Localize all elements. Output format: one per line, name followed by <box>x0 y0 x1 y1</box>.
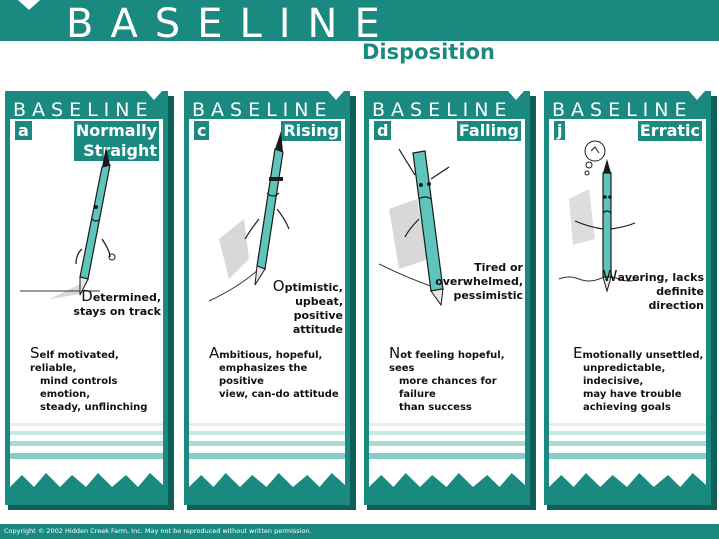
trait-line-1: Tired or <box>474 261 523 274</box>
panel-notch <box>689 91 705 100</box>
pen-figure-erratic <box>558 140 640 293</box>
desc-line-text: ot feeling hopeful, sees <box>389 350 505 374</box>
panel-d-shadow-bottom <box>367 505 536 510</box>
trait-line-2: definite <box>656 285 704 298</box>
desc-line-2: unpredictable, indecisive, <box>583 363 666 387</box>
trait-line-2: stays on track <box>73 305 161 318</box>
desc-line-1: Emotionally unsettled, <box>573 344 706 362</box>
trait-cap: D <box>81 287 93 305</box>
trait-phrase: Tired or overwhelmed, pessimistic <box>435 261 523 303</box>
panel-letter: c <box>194 121 210 140</box>
mountain-decoration <box>549 415 706 501</box>
panel-title-line: Straight <box>83 141 157 160</box>
copyright-footer: Copyright © 2002 Hidden Creek Farm, Inc.… <box>4 527 312 535</box>
trait-line-text: ptimistic, <box>284 281 343 294</box>
desc-line-1: Ambitious, hopeful, <box>209 344 345 362</box>
trait-line-3: positive <box>293 309 343 322</box>
trait-line-4: attitude <box>292 323 343 336</box>
pen-figure-rising <box>208 131 290 302</box>
panel-letter: d <box>374 121 392 140</box>
mountain-decoration <box>10 415 163 501</box>
desc-line-3: than success <box>399 402 472 413</box>
trait-phrase: Determined, stays on track <box>73 289 161 319</box>
desc-cap: S <box>30 344 40 362</box>
desc-line-2: mind controls emotion, <box>40 376 118 400</box>
panel-j-shadow-bottom <box>547 505 717 510</box>
panel-title-line: Falling <box>458 121 519 140</box>
panel-title-line: Rising <box>283 121 339 140</box>
panel-notch <box>508 91 524 100</box>
panel-c-shadow <box>350 96 356 506</box>
trait-line-3: pessimistic <box>453 289 523 302</box>
trait-description: Emotionally unsettled, unpredictable, in… <box>573 344 706 414</box>
trait-description: Self motivated, reliable, mind controls … <box>30 344 163 414</box>
panel-a-shadow <box>168 96 174 506</box>
trait-line-text: etermined, <box>92 291 161 304</box>
panel-title: Erratic <box>637 121 702 141</box>
desc-cap: A <box>209 344 220 362</box>
desc-line-2: emphasizes the positive <box>219 363 308 387</box>
panel-falling: BASELINE d Falling Tired or overwhelmed,… <box>364 91 530 505</box>
panel-notch <box>146 91 162 100</box>
desc-line-text: elf motivated, reliable, <box>30 350 119 374</box>
page-title: BASELINE <box>66 1 397 47</box>
desc-line-4: achieving goals <box>583 402 671 413</box>
trait-description: Not feeling hopeful, sees more chances f… <box>389 344 525 414</box>
trait-cap: O <box>272 277 285 295</box>
panel-body: d Falling Tired or overwhelmed, pessimis… <box>369 119 525 501</box>
desc-line-1: Self motivated, reliable, <box>30 344 163 375</box>
panel-body: j Erratic Wavering, lacks definite direc… <box>549 119 706 501</box>
panel-d-shadow <box>530 96 536 506</box>
panel-body: a Normally Straight Determined, stays on… <box>10 119 163 501</box>
desc-line-text: motionally unsettled, <box>582 350 704 361</box>
panel-j-shadow <box>711 96 717 506</box>
desc-cap: E <box>573 344 583 362</box>
panel-header: BASELINE <box>13 99 154 121</box>
panel-normally-straight: BASELINE a Normally Straight Determined,… <box>5 91 168 505</box>
header-notch <box>18 0 40 10</box>
trait-line-text: avering, lacks <box>617 271 704 284</box>
desc-line-3: steady, unflinching <box>40 402 148 413</box>
desc-line-2: more chances for failure <box>399 376 497 400</box>
panel-title-line: Normally <box>75 121 157 140</box>
trait-phrase: Optimistic, upbeat, positive attitude <box>273 279 343 337</box>
panel-notch <box>328 91 344 100</box>
panel-title: Rising <box>281 121 341 141</box>
panel-header: BASELINE <box>372 99 513 121</box>
desc-cap: N <box>389 344 401 362</box>
page-subtitle: Disposition <box>362 40 495 64</box>
panel-rising: BASELINE c Rising Optimistic, upbeat, po… <box>184 91 350 505</box>
pen-figure-falling <box>378 148 450 307</box>
footer-band <box>0 524 719 539</box>
desc-line-3: may have trouble <box>583 389 682 400</box>
trait-description: Ambitious, hopeful, emphasizes the posit… <box>209 344 345 401</box>
trait-line-1: Optimistic, <box>273 279 343 295</box>
panel-body: c Rising Optimistic, upbeat, positive at… <box>189 119 345 501</box>
panel-title: Falling <box>456 121 521 141</box>
pen-figure-straight <box>20 147 116 299</box>
mountain-decoration <box>189 415 345 501</box>
trait-line-2: overwhelmed, <box>435 275 523 288</box>
desc-line-1: Not feeling hopeful, sees <box>389 344 525 375</box>
panel-a-shadow-bottom <box>8 505 174 510</box>
panel-title: Normally Straight <box>73 121 159 161</box>
trait-line-2: upbeat, <box>295 295 343 308</box>
panel-c-shadow-bottom <box>187 505 356 510</box>
desc-line-text: mbitious, hopeful, <box>219 350 323 361</box>
panel-header: BASELINE <box>552 99 693 121</box>
mountain-decoration <box>369 415 525 501</box>
panel-title-line: Erratic <box>639 121 700 140</box>
trait-cap: W <box>602 267 618 285</box>
desc-line-3: view, can-do attitude <box>219 389 339 400</box>
header-band <box>0 0 719 41</box>
panel-letter: a <box>15 121 32 140</box>
trait-line-1: Determined, <box>73 289 161 305</box>
panel-header: BASELINE <box>192 99 333 121</box>
trait-line-1: Wavering, lacks <box>603 269 704 285</box>
panel-letter: j <box>554 121 566 140</box>
panel-erratic: BASELINE j Erratic Wavering, lacks defin… <box>544 91 711 505</box>
trait-phrase: Wavering, lacks definite direction <box>603 269 704 313</box>
trait-line-3: direction <box>648 299 704 312</box>
